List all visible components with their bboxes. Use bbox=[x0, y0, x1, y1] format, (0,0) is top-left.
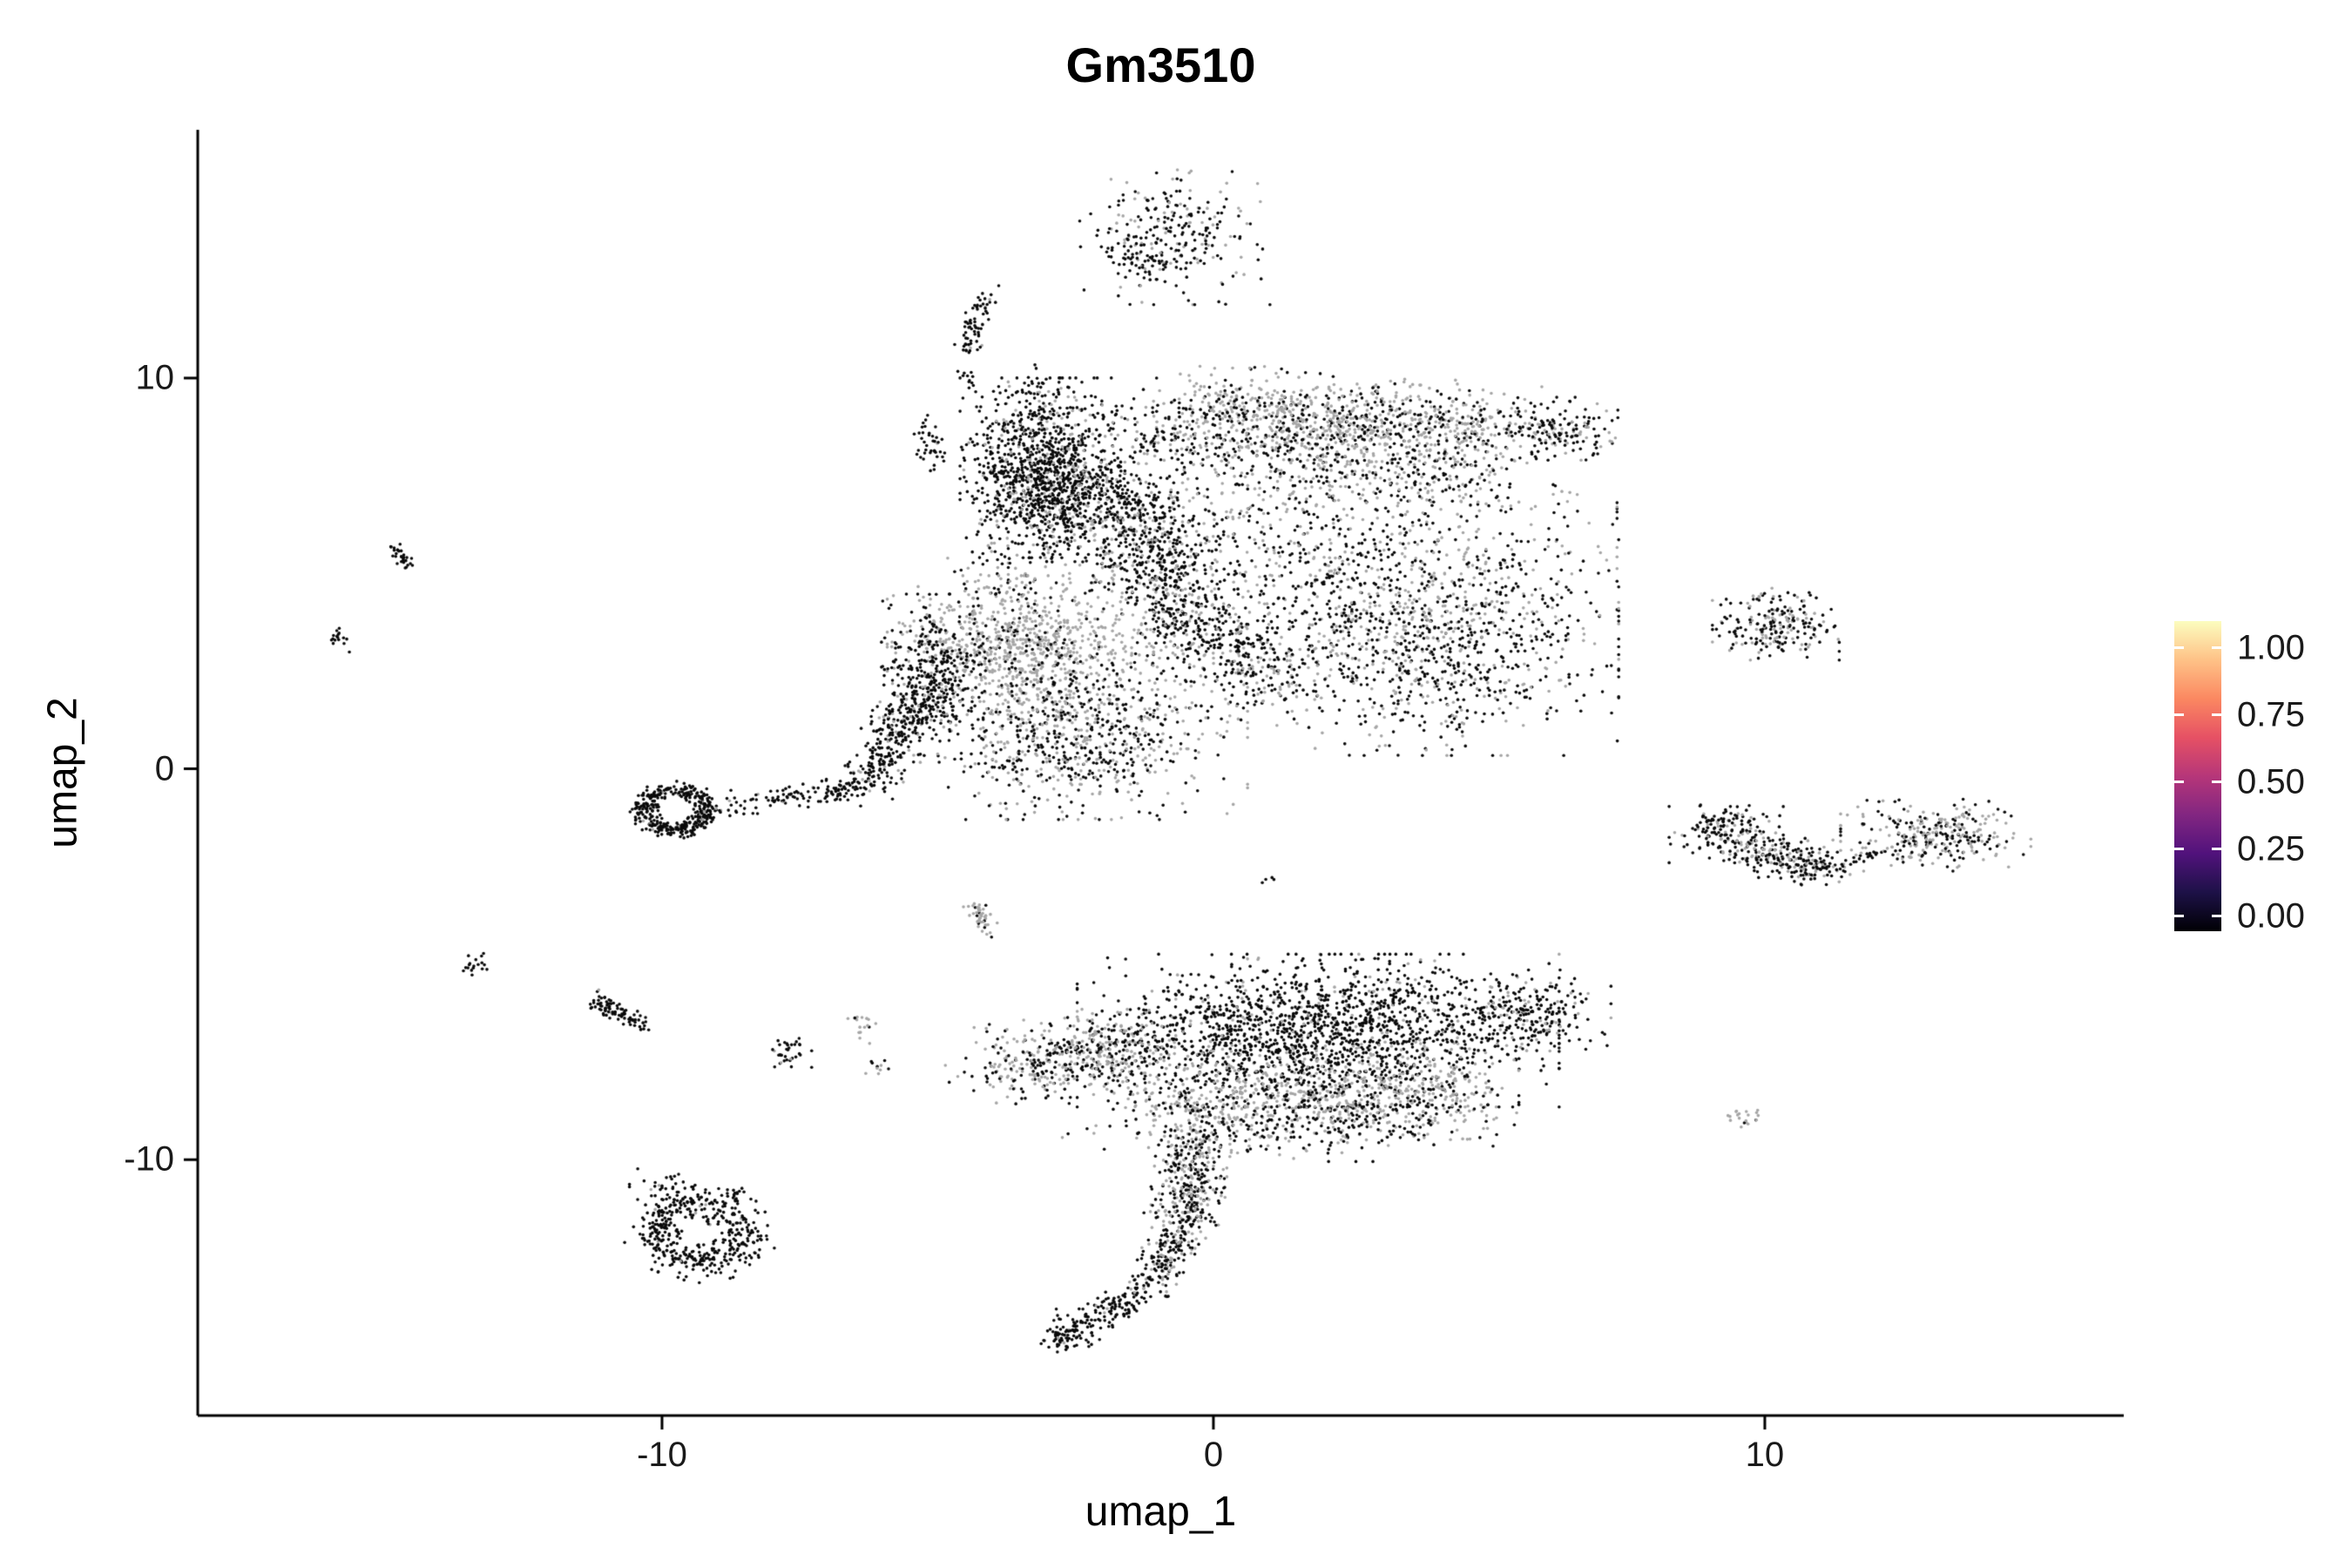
colorbar-tick-mark bbox=[2212, 713, 2221, 717]
colorbar-tick-mark bbox=[2174, 848, 2184, 851]
colorbar-gradient bbox=[2174, 621, 2221, 931]
x-axis-label: umap_1 bbox=[1085, 1489, 1237, 1535]
plot-title: Gm3510 bbox=[1065, 37, 1256, 92]
y-tick-label: -10 bbox=[124, 1139, 174, 1179]
x-tick-label: 10 bbox=[1745, 1436, 1785, 1474]
colorbar-tick-label: 0.00 bbox=[2237, 896, 2305, 936]
colorbar-tick-mark bbox=[2174, 646, 2184, 650]
colorbar-tick-mark bbox=[2212, 781, 2221, 784]
colorbar-tick-label: 0.50 bbox=[2237, 762, 2305, 801]
expression-colorbar-legend: 1.00 0.75 0.50 0.25 0.00 bbox=[2174, 621, 2352, 952]
colorbar-tick-mark bbox=[2212, 915, 2221, 918]
y-tick-label: 0 bbox=[154, 749, 174, 787]
colorbar-tick-label: 0.75 bbox=[2237, 695, 2305, 734]
x-tick-label: -10 bbox=[637, 1436, 687, 1474]
colorbar-tick-mark bbox=[2174, 781, 2184, 784]
y-tick-label: 10 bbox=[135, 358, 175, 397]
colorbar-tick-mark bbox=[2212, 646, 2221, 650]
x-tick-label: 0 bbox=[1203, 1436, 1224, 1474]
colorbar-tick-mark bbox=[2174, 713, 2184, 717]
colorbar-tick-label: 1.00 bbox=[2237, 628, 2305, 667]
colorbar-tick-mark bbox=[2174, 915, 2184, 918]
colorbar-tick-mark bbox=[2212, 848, 2221, 851]
colorbar-tick-label: 0.25 bbox=[2237, 829, 2305, 868]
